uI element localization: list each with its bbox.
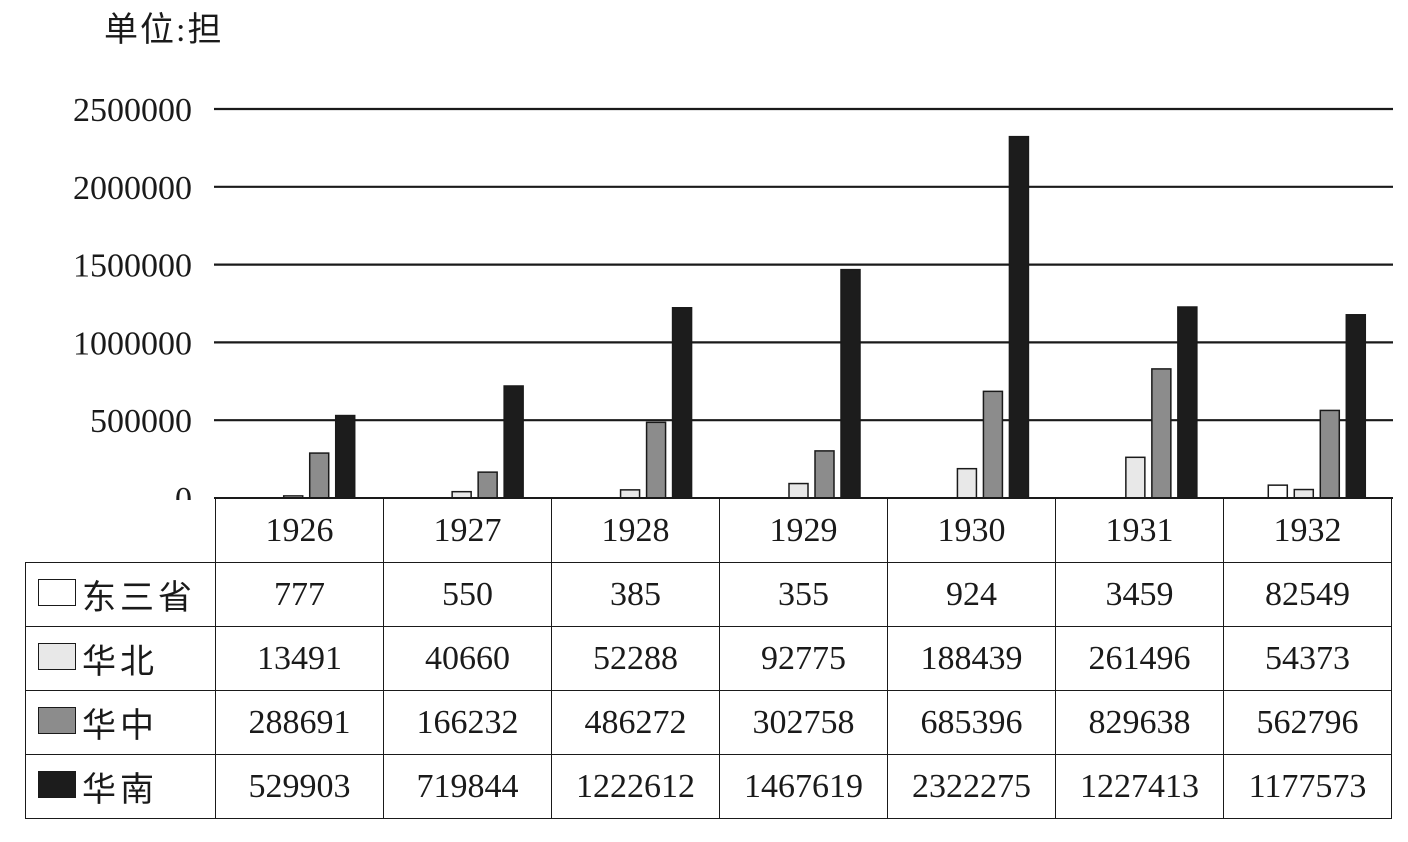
y-tick-label: 1500000 (73, 248, 192, 285)
legend-swatch (38, 707, 76, 734)
data-label: 40660 (383, 626, 552, 691)
x-tick-label: 1929 (719, 498, 888, 563)
x-tick-label: 1932 (1223, 498, 1392, 563)
data-label: 529903 (215, 754, 384, 819)
data-label: 92775 (719, 626, 888, 691)
legend-label: 华中 (82, 708, 158, 745)
bar-华南-1932 (1345, 314, 1367, 499)
data-label: 550 (383, 562, 552, 627)
data-label: 3459 (1055, 562, 1224, 627)
legend-entry: 华南 (25, 754, 216, 819)
data-label: 829638 (1055, 690, 1224, 755)
bar-华北-1931 (1125, 456, 1146, 499)
data-label: 385 (551, 562, 720, 627)
table-row: 东三省 777 550 385 355 924 3459 82549 (25, 562, 1392, 627)
data-label: 924 (887, 562, 1056, 627)
bar-华南-1930 (1008, 135, 1030, 499)
data-label: 166232 (383, 690, 552, 755)
data-table: 1926 1927 1928 1929 1930 1931 1932 东三省 777 550 385… (25, 498, 1392, 819)
y-tick-label: 1000000 (73, 325, 192, 362)
table-header-row: 1926 1927 1928 1929 1930 1931 1932 (26, 498, 1392, 563)
y-tick-label: 2000000 (73, 170, 192, 207)
legend-swatch (38, 579, 76, 606)
data-label: 2322275 (887, 754, 1056, 819)
legend-swatch (38, 771, 76, 798)
legend-entry: 华北 (25, 626, 216, 691)
bar-华北-1932 (1293, 488, 1315, 499)
bar-华中-1930 (982, 390, 1004, 499)
x-tick-label: 1931 (1055, 498, 1224, 563)
legend-swatch (38, 643, 76, 670)
bar-华中-1929 (814, 450, 835, 499)
x-tick-label: 1926 (215, 498, 384, 563)
data-label: 13491 (215, 626, 384, 691)
bar-华北-1928 (619, 489, 641, 499)
bar-华中-1926 (308, 452, 330, 499)
bar-华南-1928 (671, 307, 693, 499)
table-corner (26, 499, 216, 563)
data-label: 562796 (1223, 690, 1392, 755)
table-row: 华南 529903 719844 1222612 1467619 2322275 12274… (25, 754, 1392, 819)
data-label: 302758 (719, 690, 888, 755)
bar-华中-1927 (477, 471, 498, 499)
bar-华中-1932 (1319, 409, 1341, 499)
legend-label: 华南 (82, 772, 158, 809)
data-label: 1227413 (1055, 754, 1224, 819)
unit-label: 单位:担 (104, 12, 224, 49)
data-label: 52288 (551, 626, 720, 691)
bar-华南-1929 (840, 268, 861, 499)
y-tick-label: 0 (175, 481, 192, 500)
x-tick-label: 1928 (551, 498, 720, 563)
data-label: 1222612 (551, 754, 720, 819)
data-label: 355 (719, 562, 888, 627)
bar-华中-1931 (1151, 368, 1172, 499)
bar-华南-1931 (1177, 306, 1198, 499)
legend-label: 东三省 (82, 580, 196, 617)
bar-华南-1927 (503, 385, 524, 499)
data-label: 685396 (887, 690, 1056, 755)
legend-entry: 华中 (25, 690, 216, 755)
data-label: 1467619 (719, 754, 888, 819)
legend-label: 华北 (82, 644, 158, 681)
legend-entry: 东三省 (25, 562, 216, 627)
bar-华中-1928 (645, 421, 667, 499)
table-row: 华中 288691 166232 486272 302758 685396 829638 56… (25, 690, 1392, 755)
data-label: 1177573 (1223, 754, 1392, 819)
data-label: 777 (215, 562, 384, 627)
data-label: 261496 (1055, 626, 1224, 691)
data-label: 719844 (383, 754, 552, 819)
bar-华北-1930 (956, 467, 978, 499)
x-tick-label: 1927 (383, 498, 552, 563)
bar-东三省-1932 (1267, 484, 1289, 499)
data-label: 288691 (215, 690, 384, 755)
table-row: 华北 13491 40660 52288 92775 188439 261496 54373 (25, 626, 1392, 691)
data-label: 486272 (551, 690, 720, 755)
data-label: 54373 (1223, 626, 1392, 691)
bar-华北-1929 (788, 482, 809, 499)
x-tick-label: 1930 (887, 498, 1056, 563)
data-label: 188439 (887, 626, 1056, 691)
y-tick-label: 500000 (90, 403, 192, 440)
bar-华南-1926 (334, 414, 356, 499)
y-tick-label: 2500000 (73, 92, 192, 129)
bar-chart: 2500000 2000000 1500000 1000000 500000 0 (73, 92, 1393, 500)
data-label: 82549 (1223, 562, 1392, 627)
